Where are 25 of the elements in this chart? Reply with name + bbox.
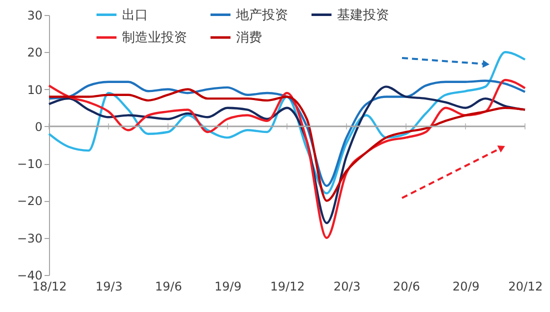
y-tick-label: −40 (17, 268, 42, 282)
x-tick-label: 20/3 (334, 280, 360, 294)
x-tick-label: 19/9 (214, 280, 242, 294)
legend-label: 出口 (122, 8, 148, 23)
x-tick-label: 19/12 (270, 280, 305, 294)
x-tick-label: 20/12 (508, 280, 543, 294)
line-series (48, 80, 526, 187)
x-tick-label: 20/6 (393, 280, 420, 294)
line-series (48, 51, 526, 194)
legend-label: 地产投资 (235, 8, 288, 23)
x-tick-label: 18/12 (32, 280, 67, 294)
legend-label: 消费 (236, 30, 262, 46)
legend-label: 制造业投资 (122, 30, 187, 46)
y-tick-label: 20 (27, 46, 42, 60)
y-tick-label: −30 (17, 231, 42, 246)
legend-label: 基建投资 (337, 8, 389, 23)
x-tick-label: 19/3 (96, 280, 122, 294)
y-tick-label: 10 (27, 82, 42, 97)
y-tick-label: −20 (17, 194, 42, 208)
x-tick-label: 20/9 (452, 280, 480, 294)
line-series (48, 88, 526, 202)
y-tick-label: 30 (27, 8, 42, 22)
y-tick-label: −10 (17, 157, 42, 172)
x-tick-label: 19/6 (155, 280, 182, 294)
y-tick-label: 0 (34, 120, 42, 134)
